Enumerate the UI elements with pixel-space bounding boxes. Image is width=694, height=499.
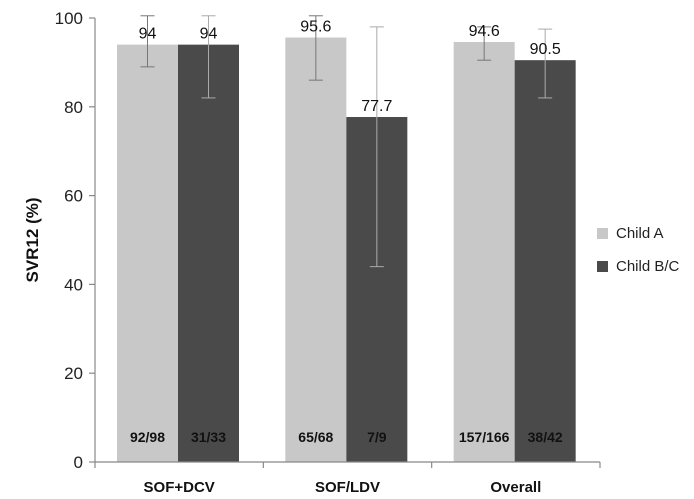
legend-swatch — [597, 228, 608, 239]
bar-child-a — [117, 44, 178, 462]
y-tick-label: 80 — [64, 98, 83, 117]
x-axis-ticks — [94, 462, 601, 468]
data-label: 94 — [139, 26, 157, 43]
count-label: 38/42 — [528, 429, 563, 445]
count-label: 7/9 — [367, 429, 387, 445]
x-category-label: SOF+DCV — [144, 479, 215, 496]
x-category-label: Overall — [490, 479, 541, 496]
data-label: 95.6 — [300, 19, 331, 36]
bar-child-a — [453, 41, 515, 462]
labels-layer: 94 92/98 94 31/33 SOF+DCV 95.6 65/68 77.7 7/9 SOF… — [130, 19, 563, 496]
y-axis-title: SVR12 (%) — [23, 197, 42, 282]
count-label: 157/166 — [459, 429, 510, 445]
y-axis-ticks: 0 20 40 60 80 100 — [55, 9, 95, 472]
legend-label: Child A — [616, 225, 664, 242]
y-tick-label: 40 — [64, 275, 83, 294]
legend: Child A Child B/C — [597, 225, 680, 275]
bar-child-bc — [178, 44, 239, 462]
error-bars-layer — [140, 15, 553, 268]
y-tick-label: 100 — [55, 9, 83, 28]
bar-child-bc — [514, 60, 576, 463]
y-tick-label: 60 — [64, 187, 83, 206]
data-label: 77.7 — [361, 98, 392, 115]
legend-swatch — [597, 261, 608, 272]
count-label: 65/68 — [298, 429, 333, 445]
legend-label: Child B/C — [616, 258, 680, 275]
count-label: 92/98 — [130, 429, 165, 445]
data-label: 94.6 — [469, 23, 500, 40]
count-label: 31/33 — [191, 429, 226, 445]
y-tick-label: 0 — [74, 453, 83, 472]
y-tick-label: 20 — [64, 364, 83, 383]
data-label: 94 — [200, 26, 218, 43]
bar-child-a — [285, 37, 347, 462]
x-category-label: SOF/LDV — [315, 479, 380, 496]
data-label: 90.5 — [530, 41, 561, 58]
bars-layer — [117, 37, 576, 463]
